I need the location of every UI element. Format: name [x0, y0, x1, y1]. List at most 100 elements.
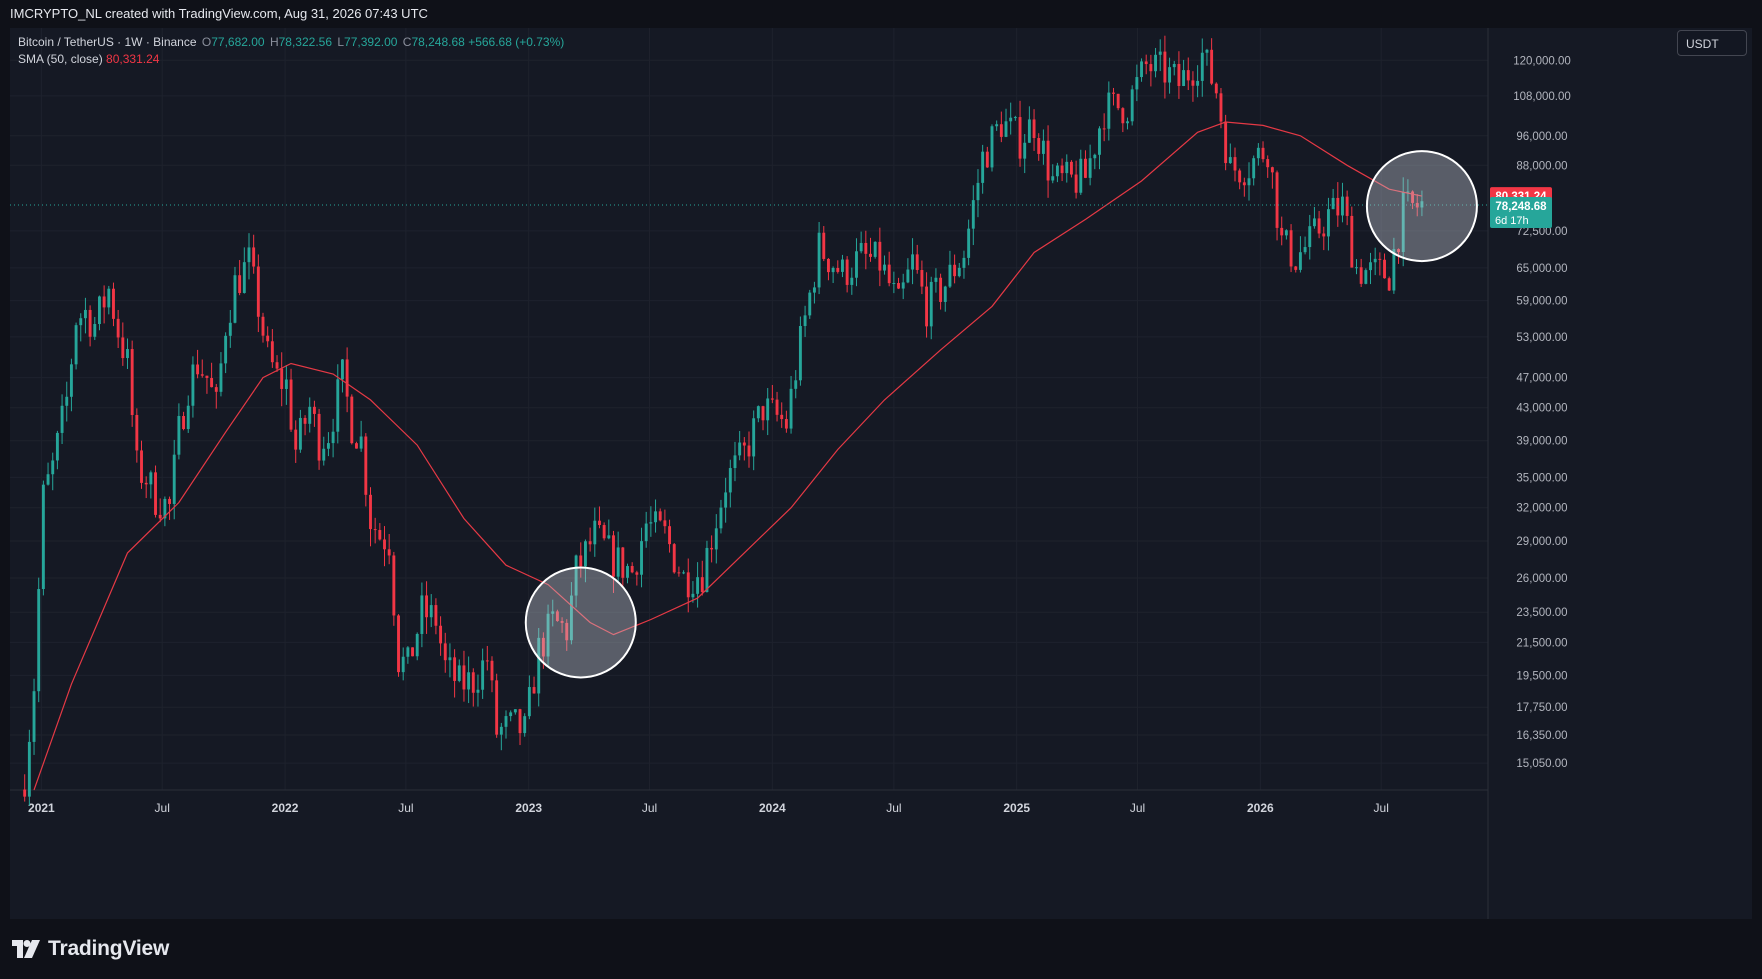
candle-down — [518, 708, 522, 746]
candle-body — [878, 241, 882, 271]
candle-body — [471, 672, 475, 693]
candle-down — [280, 352, 284, 407]
legend-sma-row[interactable]: SMA (50, close) 80,331.24 — [18, 51, 564, 68]
candle-down — [471, 668, 475, 707]
candle-up — [298, 409, 302, 453]
candle-up — [467, 656, 471, 704]
candle-down — [588, 527, 592, 552]
candle-body — [696, 577, 700, 594]
candle-down — [1378, 252, 1382, 276]
candle-body — [1186, 70, 1190, 81]
candle-down — [1387, 276, 1391, 292]
candle-body — [705, 547, 709, 593]
candle-up — [247, 233, 251, 280]
candle-up — [626, 563, 629, 584]
candle-body — [126, 349, 129, 359]
candle-body — [812, 287, 816, 293]
candle-down — [1163, 35, 1167, 99]
candle-up — [1406, 179, 1410, 202]
highlight-circle — [524, 566, 637, 679]
candle-up — [644, 511, 648, 548]
candle-body — [1341, 196, 1344, 216]
candle-body — [60, 405, 64, 433]
candle-body — [1242, 182, 1246, 186]
candle-body — [1401, 191, 1405, 253]
candle-up — [537, 628, 541, 707]
candle-body — [962, 257, 966, 268]
candle-up — [724, 477, 728, 523]
y-tick-label: 88,000.00 — [1516, 160, 1567, 172]
candle-body — [1233, 157, 1237, 171]
candle-body — [976, 182, 980, 201]
y-tick-label: 65,000.00 — [1516, 263, 1567, 275]
candle-body — [658, 511, 662, 521]
candle-body — [172, 454, 176, 504]
candle-body — [27, 741, 31, 797]
candle-down — [999, 111, 1003, 143]
x-tick-label: Jul — [886, 801, 901, 815]
y-tick-label: 96,000.00 — [1516, 131, 1567, 143]
candle-body — [1284, 230, 1288, 236]
candle-up — [831, 266, 835, 284]
candle-down — [168, 496, 171, 520]
candle-body — [1238, 170, 1242, 183]
legend-close-value: 78,248.68 — [411, 35, 465, 49]
candle-body — [920, 270, 924, 287]
y-tick-label: 17,750.00 — [1516, 702, 1567, 714]
price-chart[interactable]: 120,000.00 108,000.00 96,000.00 88,000.00 72… — [10, 28, 1752, 919]
candle-body — [1023, 142, 1027, 159]
candle-body — [1135, 77, 1139, 90]
candle-body — [1158, 51, 1162, 55]
candle-body — [74, 325, 78, 365]
candle-down — [770, 384, 774, 404]
candle-body — [1009, 117, 1013, 122]
candle-body — [649, 522, 653, 524]
candle-up — [714, 514, 718, 564]
x-tick-label: Jul — [1374, 801, 1389, 815]
x-tick-label: Jul — [642, 801, 657, 815]
legend-high-value: 78,322.56 — [278, 35, 333, 49]
candle-up — [593, 507, 597, 557]
candle-up — [513, 709, 517, 715]
candle-body — [859, 242, 863, 252]
candle-up — [583, 539, 587, 583]
candle-body — [298, 417, 302, 450]
candle-body — [1350, 215, 1354, 268]
candle-body — [303, 417, 307, 424]
currency-button[interactable]: USDT — [1677, 30, 1747, 56]
candle-up — [1200, 38, 1204, 97]
candle-down — [560, 617, 564, 633]
candle-up — [341, 359, 344, 393]
candle-body — [826, 258, 830, 273]
candle-down — [425, 581, 429, 634]
candle-body — [855, 251, 858, 278]
candle-down — [1018, 100, 1022, 167]
candle-down — [121, 322, 125, 366]
candle-down — [1214, 82, 1218, 99]
candle-body — [761, 406, 765, 421]
candle-body — [943, 286, 947, 302]
candle-down — [1224, 114, 1228, 171]
candle-body — [1027, 119, 1031, 143]
candle-up — [1023, 134, 1027, 174]
candle-body — [1037, 138, 1041, 154]
candle-body — [728, 468, 732, 493]
candle-body — [1373, 258, 1377, 263]
candle-body — [724, 492, 728, 508]
y-tick-label: 19,500.00 — [1516, 670, 1567, 682]
candle-body — [439, 625, 443, 644]
candle-down — [270, 329, 274, 368]
candle-down — [144, 476, 148, 499]
candle-down — [102, 285, 106, 324]
candle-body — [261, 316, 265, 336]
candle-up — [569, 582, 573, 645]
candle-body — [1079, 158, 1083, 193]
candle-body — [130, 349, 134, 416]
candle-up — [906, 258, 910, 284]
candle-body — [308, 406, 312, 424]
candle-up — [1205, 48, 1209, 66]
candle-body — [523, 716, 527, 734]
candle-body — [65, 396, 69, 406]
candle-body — [149, 472, 153, 485]
candle-up — [705, 540, 709, 593]
